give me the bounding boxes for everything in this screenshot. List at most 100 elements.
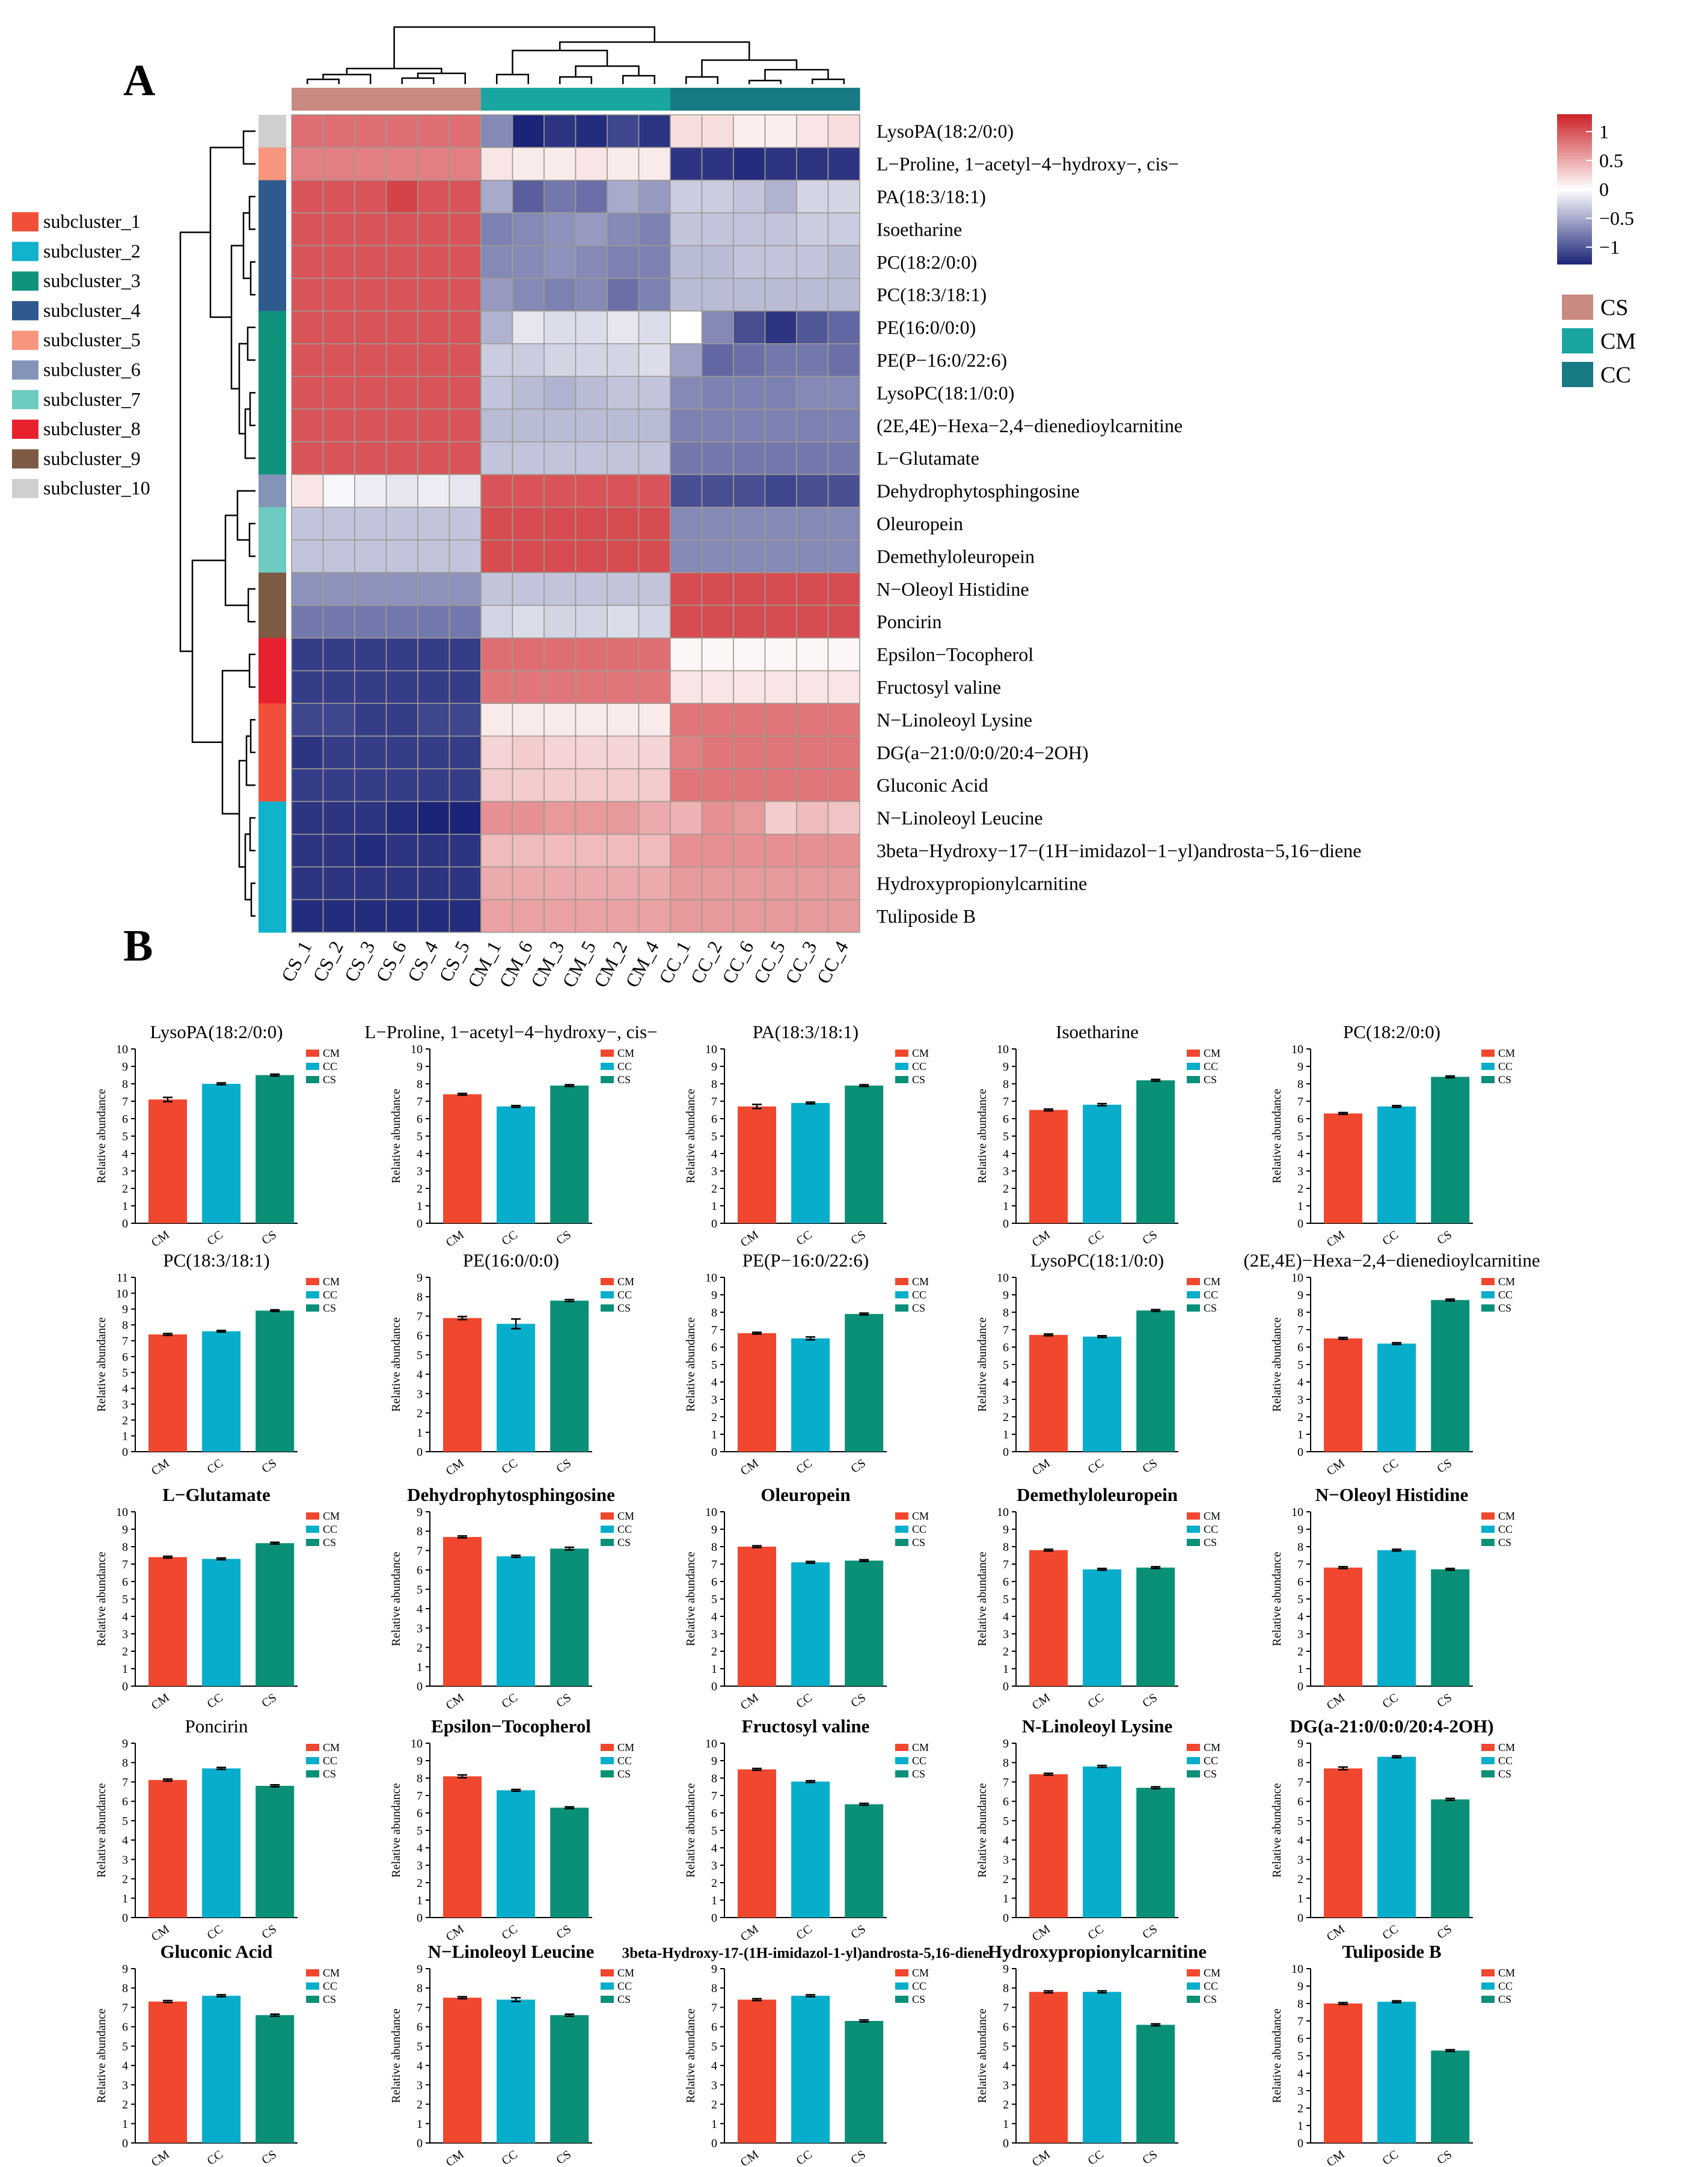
- x-tick-label: CC: [499, 1228, 519, 1248]
- bar: [256, 1785, 295, 1918]
- heatmap-cell: [512, 735, 545, 769]
- heatmap-cell: [575, 834, 608, 868]
- legend-swatch: [1187, 1539, 1200, 1546]
- panel-title: PA(18:3/18:1): [753, 1021, 859, 1042]
- heatmap-cell: [638, 703, 671, 737]
- y-tick-label: 4: [1003, 1148, 1009, 1161]
- heatmap-cell: [575, 278, 608, 312]
- heatmap-cell: [448, 768, 482, 802]
- y-tick-label: 0: [1003, 1217, 1009, 1230]
- panel-title: N−Linoleoyl Leucine: [428, 1941, 595, 1962]
- heatmap-cell: [827, 343, 860, 377]
- x-tick-label: CC: [794, 1691, 814, 1711]
- subcluster-legend-label: subcluster_1: [43, 210, 141, 232]
- heatmap-cell: [448, 278, 482, 312]
- heatmap-cell: [701, 278, 734, 312]
- heatmap-cell: [543, 474, 577, 508]
- legend-label: CM: [323, 1967, 340, 1979]
- y-tick-label: 6: [1003, 1341, 1009, 1354]
- legend-swatch: [306, 1744, 319, 1751]
- heatmap-cell: [827, 114, 860, 148]
- error-bar: [511, 1997, 521, 2003]
- y-tick-label: 5: [1297, 2050, 1303, 2063]
- colorbar-tick-label: 0.5: [1599, 150, 1623, 171]
- y-tick-label: 6: [1003, 1576, 1009, 1589]
- y-tick-label: 5: [417, 1130, 423, 1143]
- y-tick-label: 5: [711, 1130, 717, 1143]
- y-tick-label: 6: [1003, 1796, 1009, 1809]
- heatmap-cell: [480, 376, 513, 410]
- heatmap-cell: [417, 735, 450, 769]
- y-tick-label: 5: [122, 2040, 128, 2053]
- heatmap-cell: [638, 637, 671, 671]
- heatmap-cell: [701, 768, 734, 802]
- heatmap-cell: [385, 801, 418, 835]
- heatmap-cell: [638, 768, 671, 802]
- heatmap-cell: [638, 114, 671, 148]
- error-bar: [163, 1999, 173, 2003]
- y-axis-label: Relative abundance: [390, 1783, 403, 1877]
- error-bar: [1044, 1990, 1053, 1994]
- y-tick-label: 2: [1003, 1411, 1009, 1424]
- heatmap-cell: [764, 735, 797, 769]
- heatmap-cell: [575, 474, 608, 508]
- heatmap-cell: [385, 408, 418, 442]
- subcluster-legend-swatch: [12, 420, 38, 439]
- y-axis-label: Relative abundance: [684, 2008, 697, 2103]
- heatmap-cell: [638, 343, 671, 377]
- y-axis-label: Relative abundance: [684, 1317, 697, 1411]
- subcluster-cell: [259, 703, 286, 737]
- heatmap-cell: [796, 278, 829, 312]
- error-bar: [859, 2019, 869, 2023]
- heatmap-cell: [733, 637, 766, 671]
- heatmap-cell: [543, 834, 577, 868]
- subcluster-cell: [259, 867, 286, 900]
- bar: [1136, 1080, 1175, 1223]
- y-tick-label: 2: [711, 1411, 717, 1424]
- x-tick-label: CM: [1030, 2148, 1053, 2167]
- group-annotation-cell: [512, 88, 545, 111]
- heatmap-cell: [575, 408, 608, 442]
- heatmap-cell: [638, 441, 671, 475]
- heatmap-cells: [291, 114, 860, 933]
- heatmap-cell: [385, 310, 418, 344]
- heatmap-cell: [385, 735, 418, 769]
- heatmap-cell: [670, 506, 703, 540]
- y-tick-label: 0: [1297, 1217, 1303, 1230]
- heatmap-cell: [607, 278, 640, 312]
- legend-label: CC: [1204, 1755, 1218, 1767]
- row-label: Poncirin: [877, 611, 941, 632]
- subcluster-cell: [259, 343, 286, 377]
- heatmap-cell: [354, 506, 387, 540]
- heatmap-cell: [827, 441, 860, 475]
- bar: [443, 1776, 482, 1918]
- row-label: DG(a−21:0/0:0/20:4−2OH): [877, 742, 1089, 763]
- error-bar: [1044, 1548, 1053, 1552]
- bar: [256, 1075, 295, 1223]
- x-tick-label: CS: [848, 1922, 868, 1942]
- error-bar: [216, 1557, 227, 1560]
- heatmap-cell: [417, 441, 450, 475]
- heatmap-cell: [385, 278, 418, 312]
- error-bar: [752, 1331, 762, 1335]
- y-tick-label: 7: [417, 1095, 423, 1108]
- bar: [845, 2021, 884, 2143]
- bar-chart-panel: Poncirin 0 1 2 3 4 5 6 7 8 9 Relative abundance CM CC…: [95, 1716, 340, 1944]
- error-bar: [1445, 1797, 1455, 1802]
- y-tick-label: 6: [122, 2021, 128, 2034]
- heatmap-cell: [764, 866, 797, 900]
- y-tick-label: 3: [122, 2079, 128, 2092]
- y-tick-label: 6: [711, 2021, 717, 2034]
- heatmap-cell: [354, 441, 387, 475]
- x-tick-label: CS: [1140, 1691, 1160, 1710]
- x-tick-label: CC: [1380, 1691, 1400, 1711]
- heatmap-cell: [701, 376, 734, 410]
- heatmap-cell: [607, 408, 640, 442]
- x-tick-label: CC: [204, 1922, 225, 1942]
- heatmap-cell: [291, 343, 324, 377]
- heatmap-cell: [607, 768, 640, 802]
- legend-swatch: [601, 1304, 614, 1312]
- heatmap-cell: [827, 408, 860, 442]
- heatmap-cell: [701, 343, 734, 377]
- y-tick-label: 8: [1003, 1541, 1009, 1554]
